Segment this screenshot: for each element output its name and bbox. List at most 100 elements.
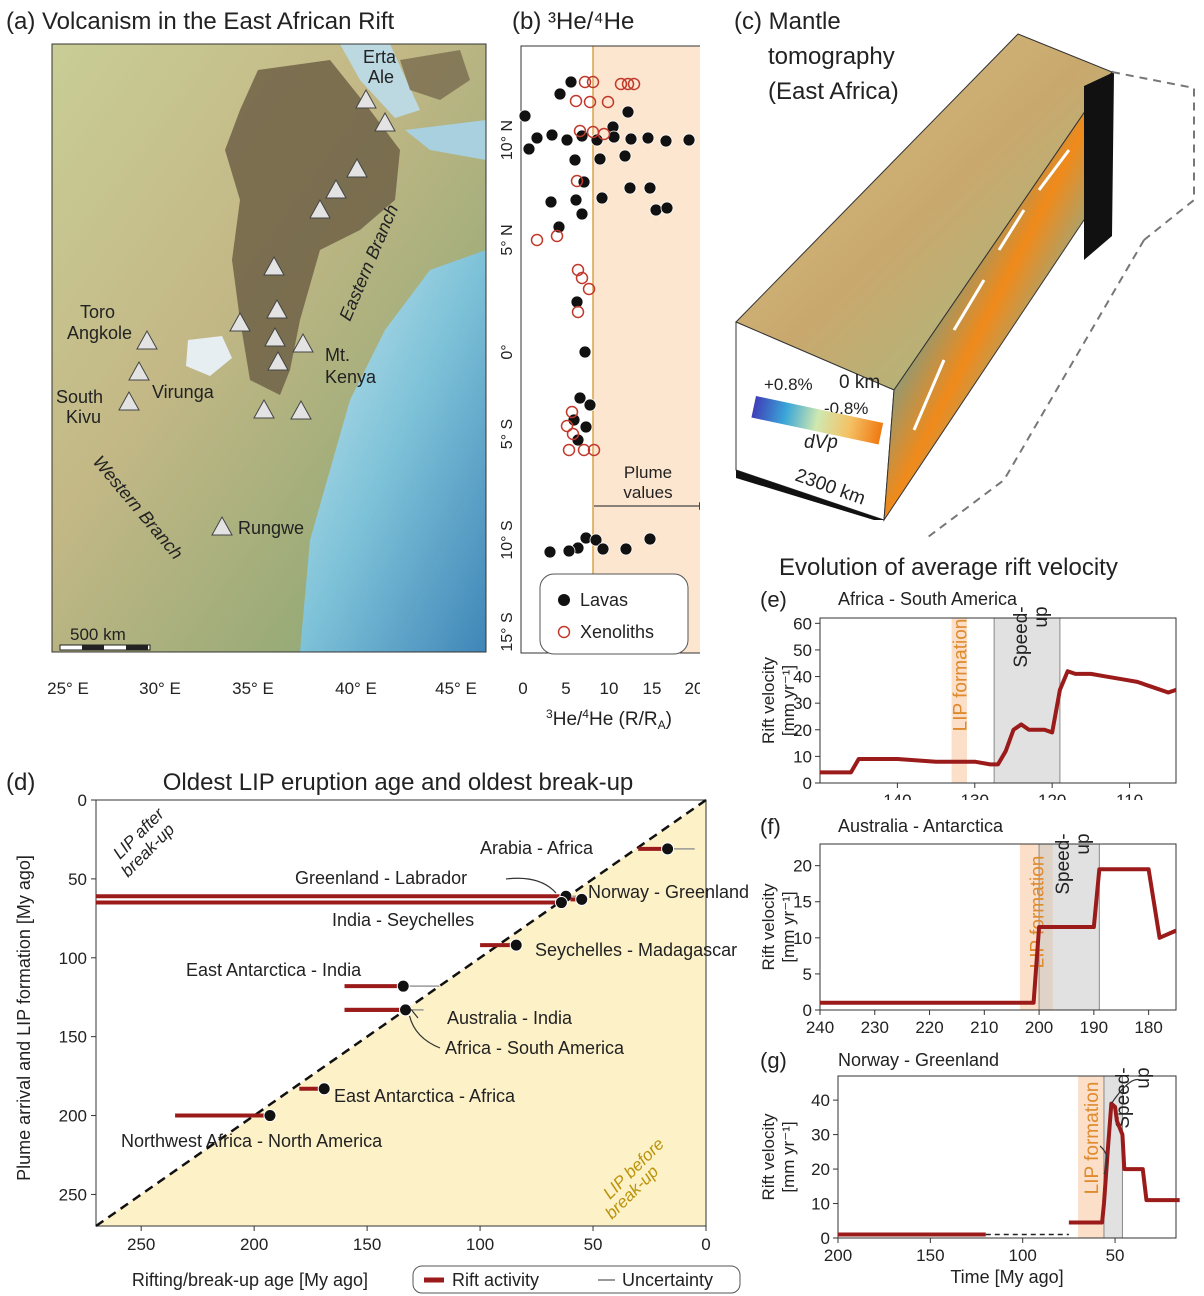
breakup-label: Northwest Africa - North America [121, 1131, 383, 1151]
legend-xenolith-marker [557, 625, 571, 639]
block-edge-dark [1084, 72, 1114, 260]
panel-d-title: Oldest LIP eruption age and oldest break… [163, 769, 634, 796]
indian-ocean [300, 250, 486, 652]
rift-map: Erta Ale Toro Angkole Virunga South Kivu… [47, 43, 487, 698]
plot-frame [837, 1075, 1177, 1239]
y-tick-label: 10 [793, 929, 812, 948]
lat-label: 15° S [499, 612, 516, 651]
x-tick-label: 210 [970, 1018, 998, 1037]
y-tick-label: 0 [803, 774, 812, 793]
lava-point [619, 542, 633, 556]
panel-title: Australia - Antarctica [838, 816, 1004, 836]
xenolith-point [597, 127, 611, 141]
xenolith-point [562, 443, 576, 457]
lip-formation-label: LIP formation [1027, 856, 1048, 969]
tomography-block: 0 km 2300 km +0.8% -0.8% dVp [735, 33, 1195, 541]
xenolith-point [614, 77, 628, 91]
y-tick-label: 5 [803, 965, 812, 984]
d-y-tick-label: 0 [78, 791, 87, 810]
speedup-label-2: up [1073, 833, 1094, 854]
lava-point [553, 87, 567, 101]
y-axis-label: Rift velocity [759, 883, 778, 970]
lava-point [621, 105, 635, 119]
annotation-arrow [505, 877, 557, 894]
volcano-mt-kenya [292, 332, 314, 353]
velocity-line [820, 669, 1177, 775]
y-tick-label: 0 [821, 1229, 830, 1248]
panel-letter: (g) [760, 1048, 787, 1073]
helium-x-ticks: 0 5 10 15 20 [518, 679, 700, 698]
one-to-one-line [95, 798, 707, 1228]
d-y-tick-label: 50 [68, 870, 87, 889]
d-x-tick-label: 200 [240, 1235, 268, 1254]
y-axis-label: Rift velocity [759, 1113, 778, 1200]
panel-d-marks: 250 200 150 100 50 0 0 50 100 150 200 250 Arabia - A… [59, 791, 749, 1254]
scale-pos-label: +0.8% [764, 375, 813, 394]
breakup-label: Australia - India [447, 1008, 573, 1028]
xenolith-point [571, 263, 585, 277]
d-xlabel: Rifting/break-up age [My ago] [132, 1270, 368, 1290]
volcano-erta-ale [355, 88, 377, 109]
breakup-label: Norway - Greenland [588, 882, 749, 902]
lava-point [518, 109, 532, 123]
site-label-toro-1: Toro [80, 302, 115, 322]
speedup-label-1: Speed- [1053, 833, 1074, 894]
breakup-label: Africa - South America [445, 1038, 625, 1058]
lava-point [649, 203, 663, 217]
volcano-rungwe [211, 515, 233, 536]
panel-title: Norway - Greenland [838, 1050, 999, 1070]
lava-point [567, 413, 581, 427]
lava-point [660, 201, 674, 215]
y-tick-label: 20 [793, 857, 812, 876]
y-tick-label: 40 [811, 1091, 830, 1110]
helium-legend-box [539, 573, 689, 655]
x-tick-label: 110 [1116, 791, 1143, 800]
x-tick-label: 150 [916, 1246, 944, 1265]
x-tick-label: 100 [1009, 1246, 1037, 1265]
site-label-erta-ale-1: Erta [363, 47, 397, 67]
xenolith-point [621, 77, 635, 91]
x-tick-label: 200 [1025, 1018, 1053, 1037]
speedup-label-2: up [1133, 1067, 1154, 1088]
scale-title: dVp [804, 432, 838, 453]
xenolith-point [530, 233, 544, 247]
annotation-arrow [1099, 1145, 1108, 1175]
scalebar-segment [126, 645, 148, 650]
breakup-point [554, 896, 568, 910]
map-tick-label: 30° E [139, 679, 181, 698]
site-label-mt-kenya-2: Kenya [325, 367, 377, 387]
y-axis-label-unit: [mm yr⁻¹] [779, 891, 798, 962]
xenolith-point [550, 229, 564, 243]
panel-title: Africa - South America [838, 589, 1018, 609]
plot-frame [819, 843, 1177, 1011]
lava-point [682, 133, 696, 147]
xenolith-point [566, 427, 580, 441]
y-tick-label: 20 [811, 1160, 830, 1179]
volcano-marker [253, 398, 275, 419]
breakup-label: Greenland - Labrador [295, 868, 467, 888]
d-y-tick-label: 250 [59, 1185, 87, 1204]
lava-point [575, 207, 589, 221]
breakup-point [396, 979, 410, 993]
he-tick: 20 [685, 679, 700, 698]
d-y-tick-label: 200 [59, 1107, 87, 1126]
panel-c-title-1: (c) Mantle [734, 8, 841, 35]
lip-breakup-chart: (d) Oldest LIP eruption age and oldest b… [6, 769, 749, 1294]
map-tick-label: 45° E [435, 679, 477, 698]
volcano-markers [118, 88, 396, 536]
lava-point [623, 181, 637, 195]
d-x-tick-label: 250 [127, 1235, 155, 1254]
xenolith-point [578, 75, 592, 89]
y-tick-label: 15 [793, 893, 812, 912]
helium-chart: 10° N 5° N 0° 5° S 10° S 15° S 0 5 10 15… [499, 45, 700, 732]
lake-victoria [186, 336, 232, 376]
map-frame [51, 43, 487, 653]
y-axis-label-unit: [mm yr⁻¹] [779, 1121, 798, 1192]
mantle-flow-arrows [912, 149, 1071, 431]
volcano-marker [267, 350, 289, 371]
lat-label: 5° S [499, 419, 516, 449]
lip-window [951, 618, 968, 783]
y-axis-label: Rift velocity [759, 657, 778, 744]
xenolith-point [569, 94, 583, 108]
lava-point [570, 295, 584, 309]
